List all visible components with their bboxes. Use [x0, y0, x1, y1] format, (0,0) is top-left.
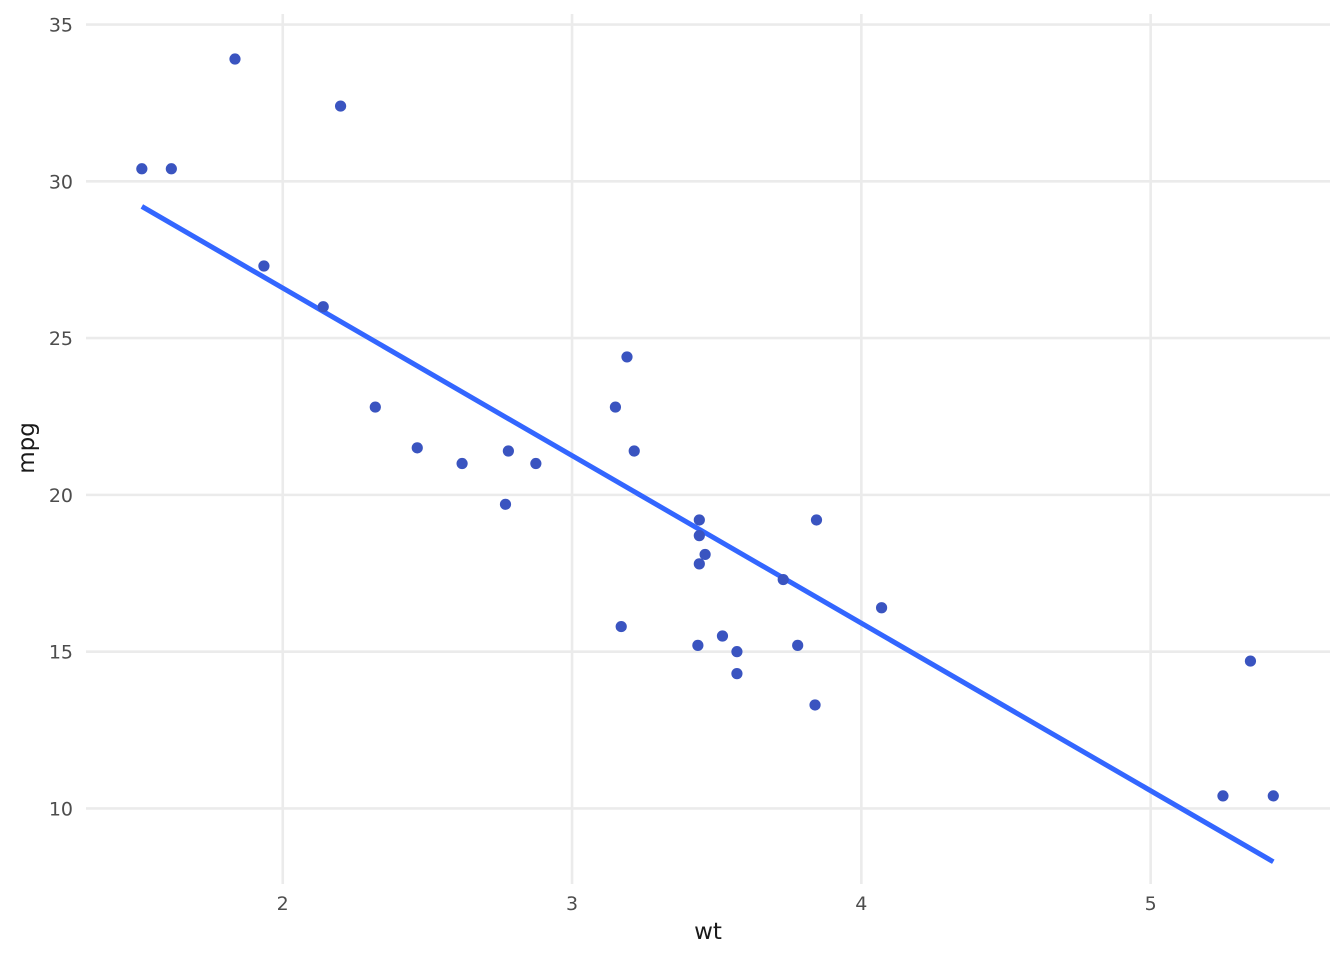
data-point	[1244, 655, 1257, 667]
data-point	[229, 53, 241, 65]
data-point	[692, 639, 704, 651]
data-point	[731, 668, 743, 680]
y-tick-label: 10	[49, 798, 73, 820]
y-tick-label: 20	[49, 485, 73, 507]
data-point	[699, 548, 711, 561]
x-tick-label: 4	[855, 893, 867, 915]
x-axis-title: wt	[694, 919, 722, 945]
data-point	[165, 163, 177, 175]
x-tick-label: 2	[277, 893, 289, 915]
data-point	[731, 646, 743, 658]
data-point	[809, 699, 821, 711]
grid	[86, 14, 1330, 884]
trend-line	[140, 204, 1275, 864]
data-point	[621, 351, 633, 363]
data-points	[136, 53, 1279, 802]
data-point	[136, 163, 148, 175]
x-tick-label: 3	[566, 893, 578, 915]
tick-labels: 2 3 4 5 10 15 20 25 30 35	[49, 15, 1157, 915]
data-point	[875, 602, 888, 614]
y-axis-title: mpg	[14, 422, 40, 474]
data-point	[716, 630, 729, 642]
x-tick-label: 5	[1145, 893, 1157, 915]
data-point	[609, 401, 622, 413]
data-point	[1267, 790, 1279, 802]
y-tick-label: 35	[49, 15, 73, 37]
data-point	[693, 558, 705, 570]
data-point	[317, 301, 329, 313]
y-tick-label: 15	[49, 642, 73, 664]
y-tick-label: 30	[49, 171, 73, 193]
data-point	[258, 260, 270, 272]
data-point	[369, 401, 381, 413]
data-point	[502, 445, 514, 457]
data-point	[1217, 790, 1229, 802]
data-point	[530, 457, 542, 470]
data-point	[693, 530, 705, 542]
data-point	[334, 100, 347, 112]
data-point	[628, 445, 640, 457]
data-point	[499, 498, 512, 510]
data-point	[456, 457, 468, 470]
data-point	[777, 573, 789, 586]
data-point	[615, 620, 627, 633]
data-point	[411, 442, 423, 454]
data-point	[792, 639, 804, 651]
data-point	[693, 514, 705, 526]
y-tick-label: 25	[49, 328, 73, 350]
data-point	[810, 514, 823, 526]
